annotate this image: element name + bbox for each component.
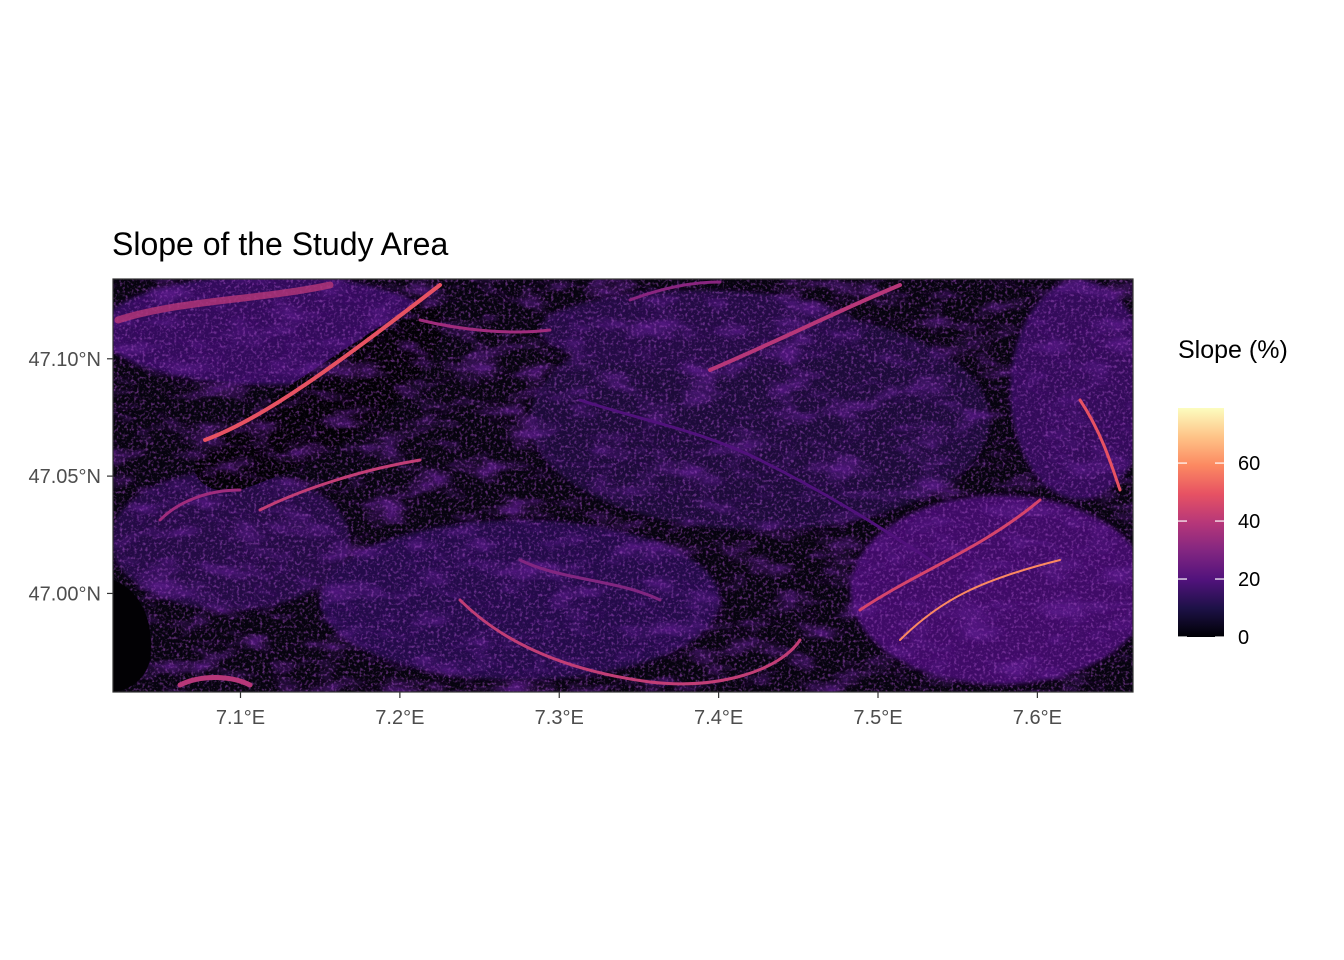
x-tick-label: 7.2°E <box>375 707 424 729</box>
y-tick-label: 47.00°N <box>29 583 102 605</box>
plot-title: Slope of the Study Area <box>112 226 449 262</box>
x-tick-label: 7.1°E <box>216 707 265 729</box>
y-axis: 47.00°N 47.05°N 47.10°N <box>29 349 113 605</box>
x-tick-label: 7.4°E <box>694 707 743 729</box>
legend-tick-label: 20 <box>1238 569 1260 591</box>
x-axis: 7.1°E 7.2°E 7.3°E 7.4°E 7.5°E 7.6°E <box>216 692 1062 729</box>
legend-tick-label: 0 <box>1238 627 1249 649</box>
legend: Slope (%) 0 20 40 60 <box>1178 336 1288 649</box>
x-tick-label: 7.3°E <box>535 707 584 729</box>
slope-raster <box>113 279 1133 692</box>
legend-tick-label: 40 <box>1238 511 1260 533</box>
legend-title: Slope (%) <box>1178 336 1288 364</box>
y-tick-label: 47.05°N <box>29 466 102 488</box>
x-tick-label: 7.6°E <box>1013 707 1062 729</box>
y-tick-label: 47.10°N <box>29 349 102 371</box>
legend-tick-label: 60 <box>1238 453 1260 475</box>
x-tick-label: 7.5°E <box>853 707 902 729</box>
legend-colorbar <box>1178 408 1224 637</box>
panel-border <box>112 278 1134 693</box>
